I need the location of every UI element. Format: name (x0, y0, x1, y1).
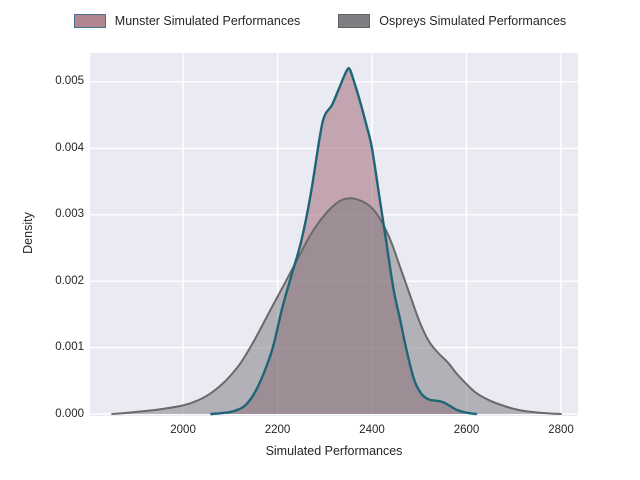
kde-plot-svg (90, 53, 578, 416)
y-tick-label-0.004: 0.004 (55, 141, 84, 154)
y-tick-label-0.005: 0.005 (55, 75, 84, 88)
y-tick-label-0.000: 0.000 (55, 407, 84, 420)
legend-item-ospreys: Ospreys Simulated Performances (338, 14, 566, 28)
legend-label-ospreys: Ospreys Simulated Performances (379, 14, 567, 28)
x-tick-label-2200: 2200 (264, 424, 291, 436)
x-axis-label: Simulated Performances (265, 444, 403, 458)
kde-line-munster (210, 67, 478, 416)
x-tick-label-2800: 2800 (548, 424, 574, 436)
y-tick-label-0.003: 0.003 (55, 208, 84, 221)
plot-area (90, 53, 578, 416)
x-tick-label-2600: 2600 (453, 424, 480, 436)
legend-label-munster: Munster Simulated Performances (114, 14, 301, 28)
ospreys-swatch-icon (338, 14, 371, 28)
munster-swatch-icon (73, 14, 106, 28)
kde-fill-ospreys (112, 198, 561, 415)
y-tick-label-0.002: 0.002 (55, 274, 84, 287)
y-tick-label-0.001: 0.001 (55, 341, 84, 354)
y-axis-label: Density (21, 212, 35, 254)
x-tick-label-2000: 2000 (170, 424, 196, 436)
kde-line-ospreys (111, 197, 562, 415)
x-tick-label-2400: 2400 (359, 424, 385, 436)
chart-legend: Munster Simulated Performances Ospreys S… (0, 14, 640, 28)
legend-item-munster: Munster Simulated Performances (73, 14, 301, 28)
